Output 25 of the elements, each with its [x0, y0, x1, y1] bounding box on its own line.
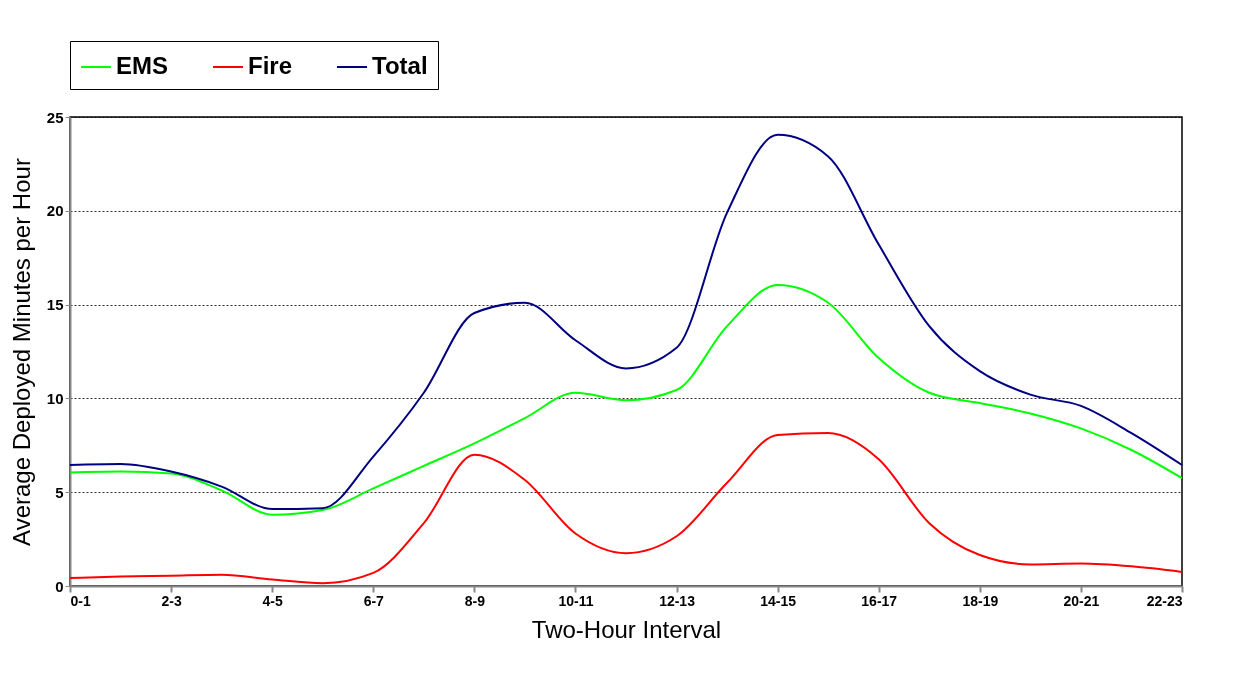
x-tick-label: 16-17 [861, 592, 898, 609]
x-tick-label: 8-9 [464, 592, 486, 609]
line-series [69, 133, 1183, 511]
y-axis-title: Average Deployed Minutes per Hour [7, 158, 35, 546]
x-tick-label: 6-7 [363, 592, 385, 609]
y-tick-label: 25 [46, 108, 64, 126]
x-tick-label: 4-5 [262, 592, 284, 609]
y-tick-label: 15 [46, 296, 64, 314]
legend-label: EMS [116, 52, 169, 79]
x-tick-label: 22-23 [1146, 592, 1183, 609]
x-tick-label: 14-15 [760, 592, 797, 609]
legend-label: Fire [248, 52, 293, 79]
x-tick-label: 2-3 [161, 592, 182, 609]
x-tick-label: 18-19 [962, 592, 999, 609]
y-tick-label: 20 [46, 202, 64, 220]
x-tick-label: 20-21 [1063, 592, 1100, 609]
line-series [69, 283, 1183, 516]
x-tick-label: 0-1 [70, 592, 91, 609]
y-tick-label: 0 [55, 577, 64, 595]
legend-label: Total [372, 52, 428, 79]
y-tick-label: 5 [55, 483, 64, 501]
x-tick-label: 10-11 [558, 592, 594, 609]
x-axis-title: Two-Hour Interval [531, 615, 722, 643]
y-tick-label: 10 [46, 389, 64, 407]
x-tick-label: 12-13 [659, 592, 696, 609]
